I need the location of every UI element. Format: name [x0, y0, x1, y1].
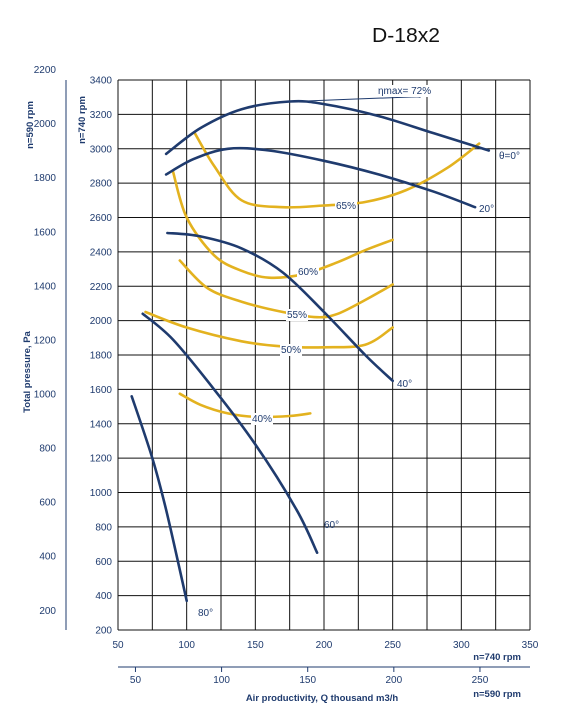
rpm590-x-tick-label: 250: [472, 675, 489, 686]
chart-title: D-18x2: [372, 25, 440, 47]
efficiency-curve-65: [193, 132, 481, 209]
rpm740-y-tick-label: 3400: [90, 76, 113, 87]
rpm590-y-tick-label: 1600: [34, 227, 57, 238]
rpm740-y-tick-label: 1800: [90, 351, 113, 362]
rpm590-y-tick-label: 2000: [34, 119, 57, 130]
label-eff-60-bg: [297, 266, 319, 278]
label-eff-40: 40%: [252, 414, 272, 425]
x-axis-title: Air productivity, Q thousand m3/h: [246, 693, 399, 704]
rpm740-y-tick-label: 2600: [90, 213, 113, 224]
blade-curve-20: [164, 146, 477, 209]
rpm590-x-tick-label: 100: [213, 675, 230, 686]
rpm590-y-tick-label: 1200: [34, 335, 57, 346]
label-eff-50: 50%: [281, 345, 301, 356]
rpm740-y-tick-label: 1600: [90, 385, 113, 396]
rpm740-y-tick-label: 1200: [90, 454, 113, 465]
label-eff-55-bg: [286, 309, 308, 321]
rpm740-x-tick-label: 150: [247, 640, 264, 651]
grid: [117, 79, 531, 631]
rpm740-y-tick-label: 2200: [90, 282, 113, 293]
rpm740-y-tick-label: 1400: [90, 419, 113, 430]
blade-curve-80: [130, 395, 188, 603]
rpm740-y-tick-label: 800: [95, 522, 112, 533]
curves: [130, 96, 491, 603]
rpm740-x-tick-label: 200: [316, 640, 333, 651]
rpm740-x-tick-label: 50: [112, 640, 124, 651]
rpm590-y-tick-label: 1400: [34, 281, 57, 292]
blade-curve-40: [166, 231, 394, 383]
rpm590-x-axis-label: n=590 rpm: [473, 689, 521, 700]
curve-labels: 65% 60% 55% 50% 40% ηmax= 72% θ=0° 20° 40° 60° 80°: [198, 85, 520, 619]
rpm740-y-tick-label: 2400: [90, 247, 113, 258]
label-eff-max: ηmax= 72%: [378, 86, 431, 97]
label-blade-80: 80°: [198, 608, 213, 619]
label-blade-20: 20°: [479, 204, 494, 215]
rpm590-x-tick-label: 50: [130, 675, 142, 686]
blade-curve-60: [141, 312, 319, 554]
rpm590-y-tick-label: 1800: [34, 173, 57, 184]
efficiency-curve-50: [144, 310, 394, 349]
label-eff-50-bg: [280, 344, 302, 356]
rpm740-y-tick-label: 2800: [90, 179, 113, 190]
rpm590-y-tick-label: 400: [39, 552, 56, 563]
rpm590-y-tick-label: 2200: [34, 65, 57, 76]
label-eff-55: 55%: [287, 310, 307, 321]
rpm590-y-axis-label: n=590 rpm: [25, 101, 36, 149]
rpm590-y-tick-label: 200: [39, 606, 56, 617]
rpm590-y-tick-label: 1000: [34, 389, 57, 400]
label-eff-65-bg: [335, 200, 357, 212]
label-blade-0: θ=0°: [499, 151, 520, 162]
label-eff-40-bg: [251, 413, 273, 425]
rpm740-x-tick-label: 100: [178, 640, 195, 651]
blade-curve-0: [164, 99, 491, 156]
rpm740-x-tick-label: 300: [453, 640, 470, 651]
rpm590-y-tick-label: 600: [39, 498, 56, 509]
rpm740-y-tick-label: 200: [95, 626, 112, 637]
label-eff-65: 65%: [336, 201, 356, 212]
rpm740-y-tick-label: 400: [95, 591, 112, 602]
tick-labels: 200 400 600 800 1000 1200 1400 1600 1800 2000 2200…: [34, 65, 539, 686]
label-eff-max-bg: [376, 85, 434, 97]
rpm590-x-tick-label: 200: [385, 675, 402, 686]
rpm740-y-tick-label: 3200: [90, 110, 113, 121]
rpm740-y-tick-label: 600: [95, 557, 112, 568]
label-blade-60: 60°: [324, 520, 339, 531]
rpm740-y-tick-label: 2000: [90, 316, 113, 327]
y-axis-title: Total pressure, Pa: [22, 330, 33, 412]
label-blade-40: 40°: [397, 379, 412, 390]
label-eff-60: 60%: [298, 267, 318, 278]
rpm740-x-tick-label: 250: [384, 640, 401, 651]
rpm740-y-tick-label: 3000: [90, 144, 113, 155]
rpm590-x-tick-label: 150: [299, 675, 316, 686]
efficiency-curve-max: [293, 96, 421, 102]
rpm740-y-tick-label: 1000: [90, 488, 113, 499]
rpm740-y-axis-label: n=740 rpm: [77, 96, 88, 144]
rpm590-y-tick-label: 800: [39, 444, 56, 455]
efficiency-curve-55: [178, 259, 394, 319]
rpm740-x-axis-label: n=740 rpm: [473, 652, 521, 663]
efficiency-curve-40: [178, 392, 312, 419]
rpm740-x-tick-label: 350: [522, 640, 539, 651]
efficiency-curve-60: [171, 169, 394, 280]
